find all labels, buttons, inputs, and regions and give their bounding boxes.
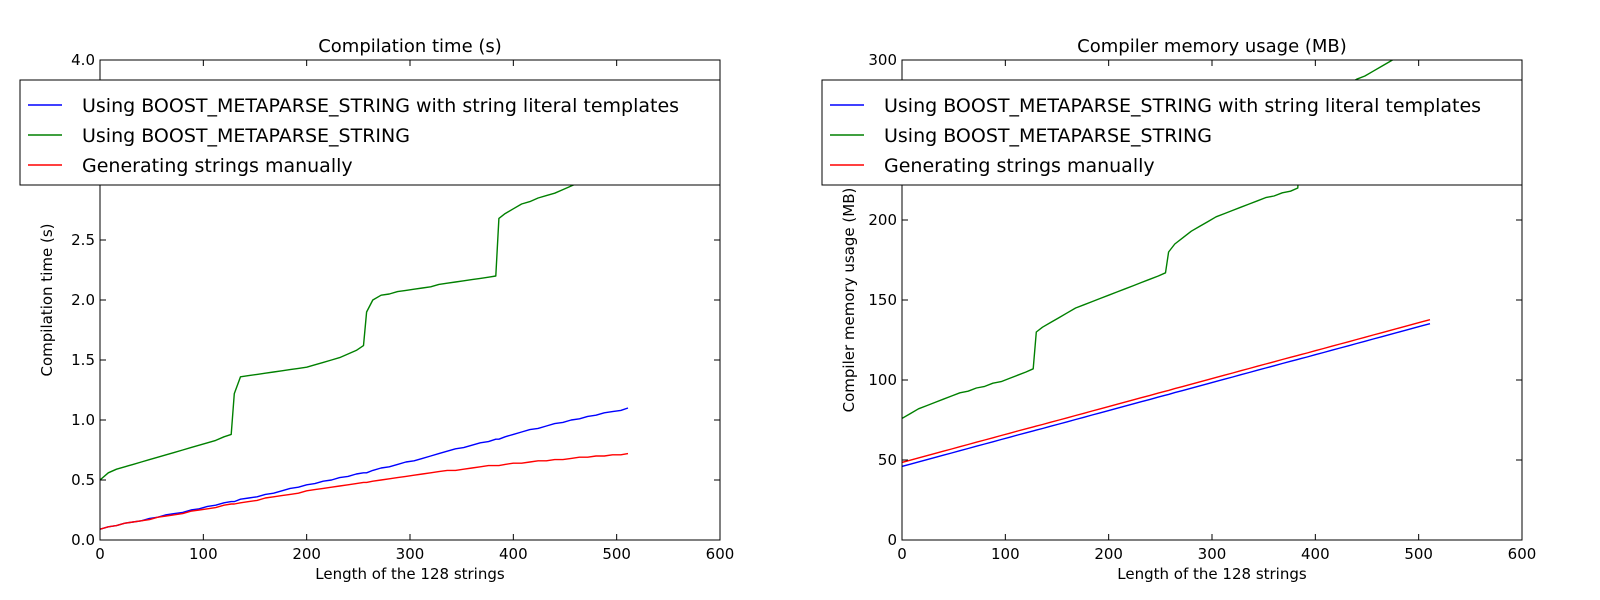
x-tick-label: 200 [1094,545,1123,563]
y-tick-label: 0.5 [71,471,95,489]
x-tick-label: 600 [1508,545,1537,563]
series-line-1 [902,323,1431,468]
legend-label-3: Generating strings manually [82,155,353,177]
x-tick-label: 500 [1404,545,1433,563]
x-tick-label: 300 [396,545,425,563]
x-tick-label: 0 [95,545,105,563]
x-tick-label: 500 [602,545,631,563]
x-tick-label: 600 [706,545,735,563]
y-tick-label: 0 [887,531,897,549]
y-tick-label: 1.0 [71,411,95,429]
chart-title: Compilation time (s) [318,36,502,57]
x-tick-label: 400 [1301,545,1330,563]
legend: Using BOOST_METAPARSE_STRING with string… [821,79,1523,186]
series-line-2 [100,161,629,481]
x-axis-label: Length of the 128 strings [315,565,505,583]
x-tick-label: 0 [897,545,907,563]
y-tick-label: 2.0 [71,291,95,309]
x-axis-label: Length of the 128 strings [1117,565,1307,583]
x-tick-label: 100 [991,545,1020,563]
x-tick-label: 100 [189,545,218,563]
legend-label-1: Using BOOST_METAPARSE_STRING with string… [884,95,1481,117]
y-tick-label: 200 [868,211,897,229]
y-tick-label: 300 [868,51,897,69]
legend: Using BOOST_METAPARSE_STRING with string… [19,79,721,186]
chart-panel-1: 01002003004005006000.00.51.01.52.02.53.0… [19,36,735,583]
series-lines [100,161,629,530]
y-tick-label: 0.0 [71,531,95,549]
y-tick-label: 100 [868,371,897,389]
legend-label-2: Using BOOST_METAPARSE_STRING [884,125,1212,147]
legend-box [821,79,1523,186]
y-axis-label: Compiler memory usage (MB) [840,188,858,413]
chart-panel-2: 0100200300400500600050100150200250300Com… [821,36,1537,583]
legend-label-2: Using BOOST_METAPARSE_STRING [82,125,410,147]
chart-title: Compiler memory usage (MB) [1077,36,1347,57]
legend-label-1: Using BOOST_METAPARSE_STRING with string… [82,95,679,117]
legend-label-3: Generating strings manually [884,155,1155,177]
series-line-3 [100,452,629,530]
legend-box [19,79,721,186]
y-tick-label: 4.0 [71,51,95,69]
y-tick-label: 2.5 [71,231,95,249]
series-line-3 [902,319,1431,464]
x-tick-label: 200 [292,545,321,563]
y-tick-label: 50 [878,451,897,469]
x-tick-label: 300 [1198,545,1227,563]
x-tick-label: 400 [499,545,528,563]
y-tick-label: 1.5 [71,351,95,369]
series-line-1 [100,407,629,530]
y-axis-label: Compilation time (s) [38,224,56,377]
y-tick-label: 150 [868,291,897,309]
